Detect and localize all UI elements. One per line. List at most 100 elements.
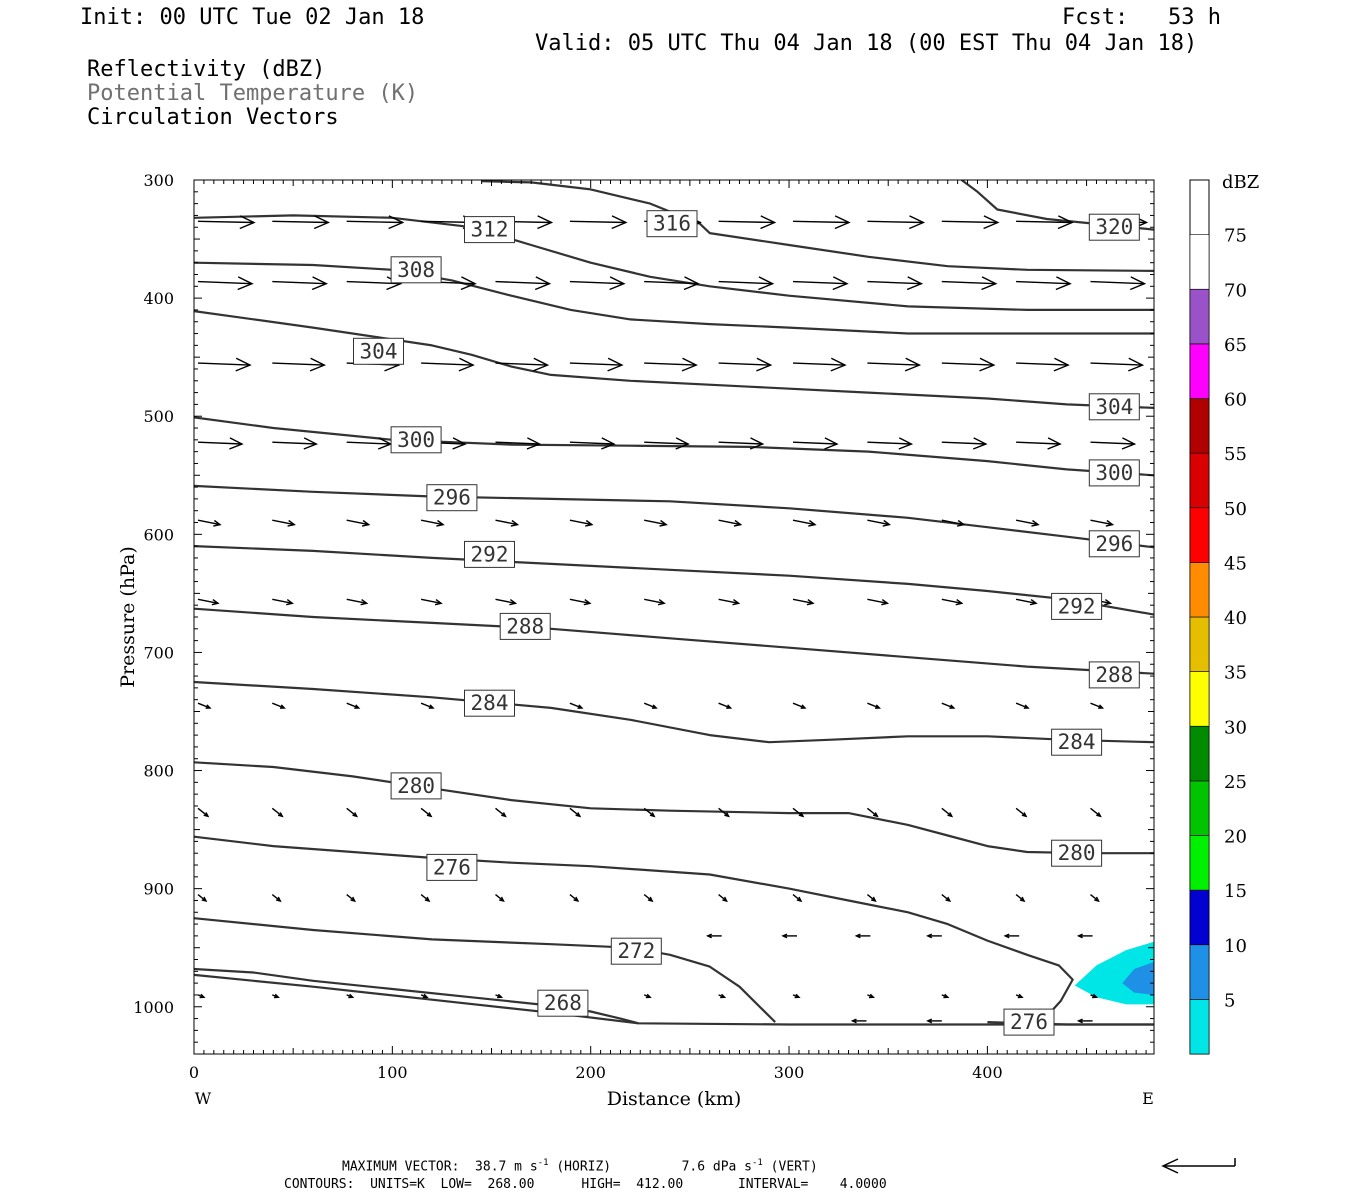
- circulation-vector: [643, 993, 652, 999]
- colorbar-bin: [1189, 944, 1210, 1000]
- contour-label-text: 304: [360, 339, 398, 363]
- circulation-vector: [495, 276, 552, 291]
- colorbar-level-label: 20: [1224, 827, 1247, 848]
- vector-head: [532, 357, 550, 372]
- vector-head: [830, 357, 847, 372]
- theta-contour-288: [194, 607, 1154, 675]
- vector-head: [611, 215, 628, 230]
- vector-shaft: [644, 280, 699, 285]
- vector-shaft: [867, 702, 880, 709]
- contour-label-276: 276: [426, 853, 478, 881]
- contour-label-316: 316: [646, 210, 698, 238]
- contour-label-text: 272: [617, 939, 655, 963]
- vector-head: [705, 933, 712, 939]
- x-tick-label: 0: [189, 1063, 199, 1082]
- circulation-vector: [867, 215, 926, 230]
- vector-shaft: [1015, 807, 1027, 817]
- vector-shaft: [569, 702, 583, 709]
- contour-label-text: 304: [1095, 395, 1133, 419]
- vector-head: [497, 993, 504, 999]
- circulation-vector: [420, 598, 443, 606]
- y-tick-label: 700: [143, 643, 174, 662]
- vector-shaft: [569, 362, 622, 366]
- vector-shaft: [420, 598, 442, 604]
- contour-label-box: [1003, 1008, 1055, 1036]
- colorbar-level-label: 35: [1224, 663, 1247, 684]
- contour-label-text: 300: [397, 428, 435, 452]
- y-axis-title: Pressure (hPa): [117, 546, 139, 688]
- vector-shaft: [718, 280, 773, 285]
- max-vector-arrow: [1161, 1158, 1236, 1174]
- circulation-vector: [1090, 357, 1145, 372]
- circulation-vector: [272, 519, 296, 527]
- circulation-vector: [272, 598, 294, 606]
- vector-shaft: [420, 702, 434, 709]
- circulation-vector: [569, 894, 580, 903]
- vector-head: [1076, 1018, 1083, 1024]
- circulation-vector: [420, 894, 431, 903]
- contour-label-text: 296: [433, 486, 471, 510]
- vector-shaft: [1090, 807, 1101, 817]
- vector-head: [720, 993, 727, 999]
- circulation-vector: [346, 702, 361, 709]
- contour-label-text: 296: [1095, 532, 1133, 556]
- contour-label-304: 304: [353, 337, 404, 365]
- vector-head: [872, 812, 879, 818]
- exp-horiz: -1: [537, 1158, 549, 1168]
- vector-shaft: [569, 220, 626, 224]
- vector-head: [979, 357, 996, 372]
- circulation-vector: [718, 519, 743, 527]
- vector-shaft: [495, 362, 548, 366]
- x-tick-label: 400: [972, 1063, 1003, 1082]
- circulation-vector: [792, 215, 851, 230]
- circulation-vector-easterly: [1003, 933, 1020, 939]
- vector-shaft: [495, 807, 506, 817]
- circulation-vector: [792, 437, 839, 450]
- contour-label-box: [610, 937, 662, 965]
- vector-head: [881, 599, 890, 606]
- vector-head: [286, 599, 294, 606]
- vector-head: [534, 276, 552, 291]
- circulation-vector: [866, 807, 879, 818]
- theta-contour-284: [194, 680, 1154, 744]
- vector-head: [1130, 276, 1147, 291]
- circulation-vector: [272, 276, 328, 291]
- circulation-vector: [1015, 894, 1026, 903]
- contour-label-box: [1051, 839, 1103, 867]
- vector-shaft: [272, 441, 317, 445]
- vector-head: [906, 276, 924, 291]
- contour-label-284: 284: [1051, 728, 1103, 756]
- vector-shaft: [644, 362, 697, 366]
- vector-head: [509, 599, 518, 606]
- contour-label-box: [499, 612, 551, 640]
- circulation-vector: [1015, 598, 1038, 606]
- vector-head: [1076, 933, 1083, 939]
- vector-head: [203, 812, 210, 818]
- contour-label-320: 320: [1088, 213, 1140, 241]
- vector-shaft: [197, 280, 253, 285]
- circulation-vector: [941, 993, 950, 999]
- vector-shaft: [792, 702, 806, 709]
- circulation-vector: [272, 993, 280, 999]
- colorbar-bin: [1189, 398, 1210, 454]
- vector-shaft: [941, 807, 953, 817]
- circulation-vector-easterly: [850, 1018, 867, 1024]
- circulation-vector: [1090, 702, 1105, 709]
- vector-head: [904, 357, 922, 372]
- vector-shaft: [197, 894, 207, 902]
- circulation-vector: [197, 357, 252, 372]
- circulation-vector: [272, 357, 326, 372]
- vector-head: [983, 215, 1000, 230]
- vector-shaft: [792, 220, 850, 224]
- vector-head: [303, 437, 319, 450]
- contour-label-box: [353, 337, 404, 365]
- contour-label-text: 316: [653, 212, 691, 236]
- vector-shaft: [718, 807, 730, 817]
- vector-head: [657, 599, 666, 606]
- vector-head: [1094, 896, 1100, 903]
- contour-label-292: 292: [1051, 592, 1103, 620]
- vector-shaft: [569, 280, 624, 285]
- vector-head: [426, 812, 433, 818]
- vector-shaft: [495, 441, 540, 445]
- vector-head: [1017, 993, 1024, 999]
